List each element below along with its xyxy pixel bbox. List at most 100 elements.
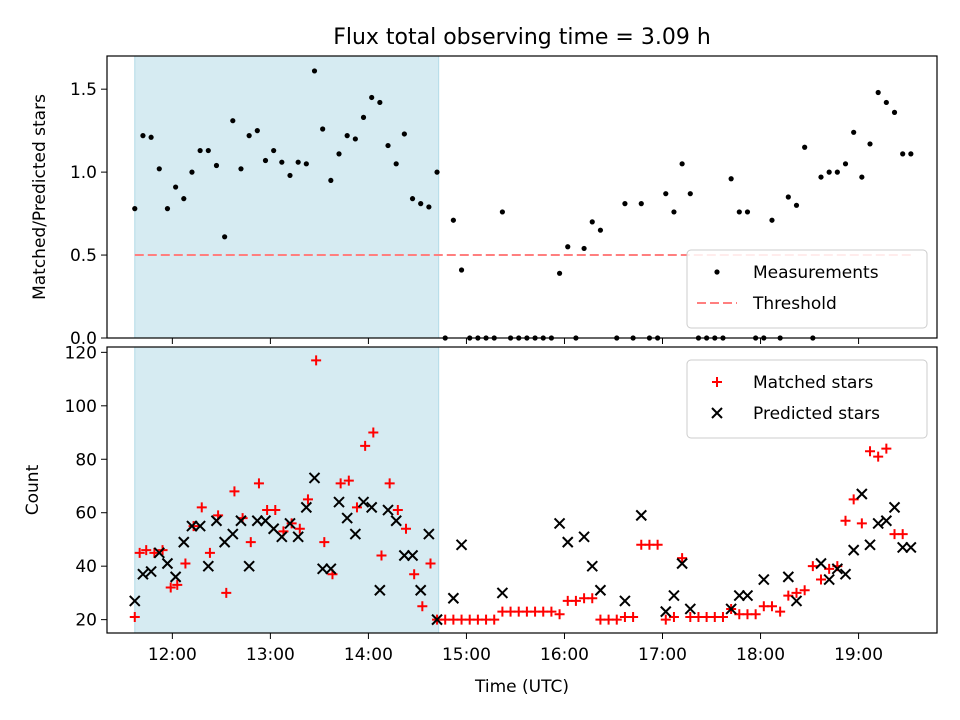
matched-star-point	[840, 515, 851, 526]
measurement-point	[271, 147, 277, 154]
measurement-point	[262, 157, 269, 164]
predicted-star-point	[243, 560, 255, 572]
matched-star-point	[587, 593, 598, 604]
predicted-star-point	[406, 549, 419, 562]
matched-star-point	[791, 587, 802, 598]
predicted-star-point	[382, 504, 394, 516]
predicted-star-point	[178, 536, 190, 548]
predicted-star-point	[357, 496, 370, 508]
matched-star-point	[196, 502, 207, 513]
predicted-star-point	[668, 589, 680, 602]
measurement-point	[736, 209, 742, 215]
y-tick-label: 1.0	[70, 163, 97, 183]
matched-star-point	[180, 558, 191, 569]
measurement-point	[336, 151, 342, 157]
matched-star-point	[311, 355, 322, 366]
predicted-star-point	[374, 584, 386, 596]
y-tick-label: 40	[75, 557, 97, 577]
predicted-star-point	[251, 515, 264, 527]
measurement-point	[826, 169, 832, 175]
matched-star-point	[425, 558, 436, 569]
predicted-star-point	[815, 557, 827, 570]
measurement-point	[401, 131, 407, 137]
matched-star-point	[766, 601, 777, 612]
measurement-point	[458, 267, 465, 273]
y-tick-label: 100	[65, 397, 97, 417]
matched-star-point	[229, 486, 240, 497]
matched-star-point	[294, 523, 305, 534]
matched-star-point	[815, 574, 826, 585]
matched-star-point	[172, 579, 183, 590]
measurement-point	[450, 217, 456, 223]
matched-star-point	[409, 569, 420, 580]
predicted-star-point	[235, 515, 247, 527]
matched-star-point	[134, 547, 145, 558]
x-tick-label: 14:00	[344, 645, 393, 665]
measurement-point	[499, 209, 505, 215]
matched-star-point	[873, 451, 884, 462]
predicted-star-point	[676, 557, 688, 570]
predicted-star-point	[284, 517, 296, 530]
measurement-point	[254, 128, 260, 134]
measurement-point	[908, 151, 914, 157]
predicted-star-point	[414, 584, 427, 596]
matched-star-point	[319, 537, 330, 548]
matched-star-point	[783, 590, 794, 601]
panel-bottom-counts: 20 40 60 80 100 120 12:00 13:00 14:00 15:00 16:00 1…	[23, 343, 938, 697]
predicted-star-point	[578, 531, 590, 543]
predicted-star-point	[276, 531, 288, 543]
matched-star-point	[392, 505, 403, 516]
predicted-star-point	[856, 488, 868, 500]
matched-star-point	[881, 443, 892, 454]
matched-star-point	[221, 587, 232, 598]
measurement-point	[360, 114, 367, 120]
matched-star-point	[129, 611, 140, 622]
measurement-point	[728, 176, 734, 182]
predicted-star-point	[562, 536, 574, 548]
predicted-star-point	[864, 539, 876, 551]
measurement-point	[597, 227, 604, 233]
measurement-point	[140, 133, 146, 139]
legend-label: Threshold	[752, 294, 837, 314]
measurement-point	[891, 109, 898, 115]
predicted-star-point	[349, 528, 362, 540]
x-tick-label: 15:00	[442, 645, 491, 665]
measurement-point	[409, 196, 416, 202]
predicted-star-point	[888, 501, 901, 514]
matched-star-point	[351, 502, 362, 513]
shaded-observing-window	[134, 55, 440, 339]
x-tick-label: 13:00	[246, 645, 295, 665]
predicted-star-point	[161, 557, 174, 570]
matched-star-point	[376, 550, 387, 561]
x-tick-label: 16:00	[540, 645, 589, 665]
legend-marker-measurements	[714, 269, 720, 275]
predicted-star-point	[880, 515, 893, 527]
matched-star-point	[856, 518, 867, 529]
predicted-star-point	[333, 496, 345, 508]
measurement-point	[246, 133, 252, 139]
measurement-point	[434, 169, 440, 175]
predicted-star-point	[227, 528, 239, 540]
predicted-star-point	[325, 563, 337, 575]
predicted-star-point	[308, 472, 321, 484]
legend-box	[686, 249, 928, 329]
predicted-star-point	[431, 613, 443, 626]
matched-star-point	[660, 614, 671, 625]
predicted-star-point	[210, 515, 223, 527]
measurement-point	[377, 99, 383, 106]
matched-star-point	[570, 595, 581, 606]
legend-box	[686, 359, 928, 439]
predicted-star-point	[390, 515, 402, 527]
x-tick-label: 19:00	[834, 645, 883, 665]
predicted-star-point	[872, 517, 884, 530]
y-axis-label: Count	[23, 464, 43, 515]
legend-marker-matched	[712, 377, 722, 387]
measurement-point	[393, 161, 399, 167]
predicted-star-point	[782, 571, 795, 583]
matched-star-point	[668, 611, 679, 622]
measurement-point	[426, 204, 432, 210]
predicted-star-point	[790, 595, 803, 607]
shaded-observing-window	[134, 346, 440, 634]
predicted-star-point	[137, 568, 149, 580]
legend-marker-predicted	[711, 407, 723, 419]
